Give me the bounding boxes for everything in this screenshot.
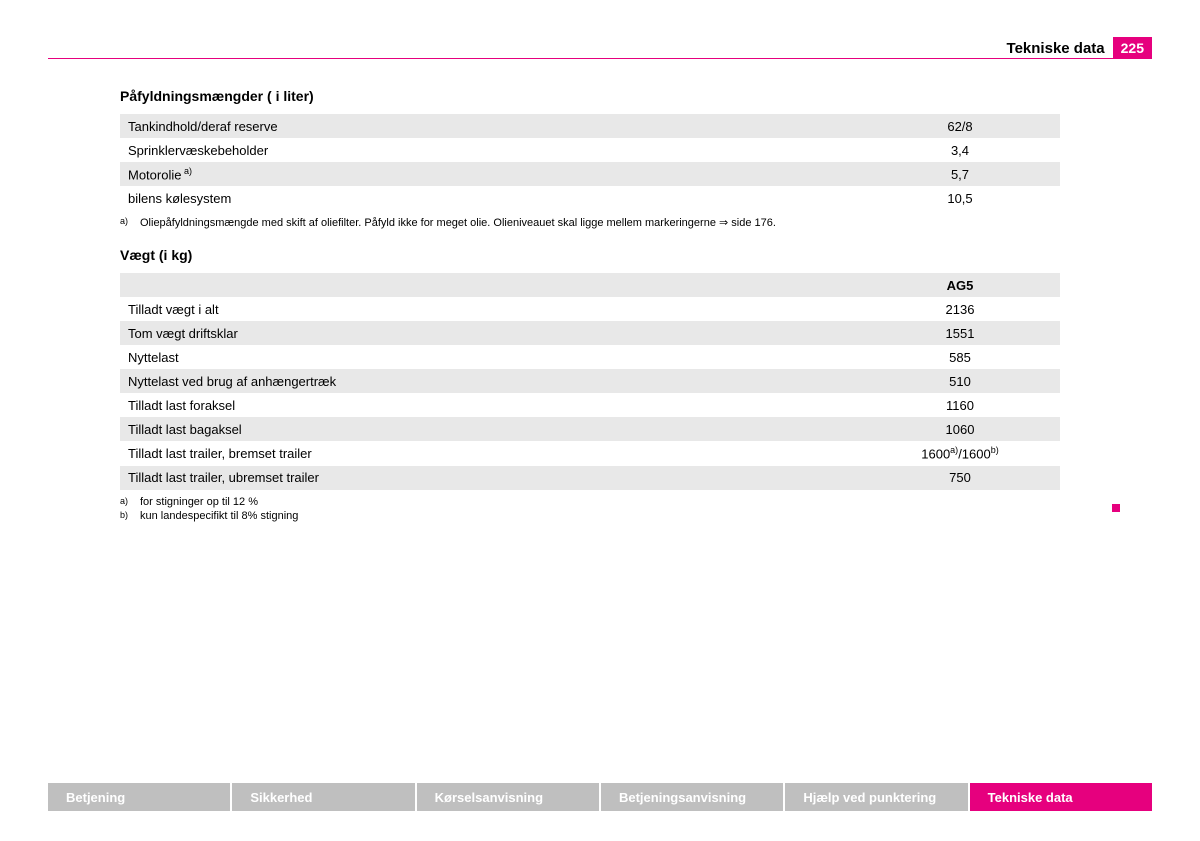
footnote-text: for stigninger op til 12 % bbox=[140, 496, 1060, 508]
footer-tab-kørselsanvisning[interactable]: Kørselsanvisning bbox=[417, 783, 599, 811]
table-row: Sprinklervæskebeholder3,4 bbox=[120, 138, 1060, 162]
table-row: Tilladt last trailer, ubremset trailer75… bbox=[120, 466, 1060, 490]
footnote: a)for stigninger op til 12 % bbox=[120, 496, 1060, 508]
footnote-ref: a) bbox=[950, 445, 958, 455]
footer-tab-betjeningsanvisning[interactable]: Betjeningsanvisning bbox=[601, 783, 783, 811]
table-row: Nyttelast ved brug af anhængertræk510 bbox=[120, 369, 1060, 393]
footnote-ref: b) bbox=[991, 445, 999, 455]
row-label: bilens kølesystem bbox=[120, 186, 860, 210]
footnote-text: Oliepåfyldningsmængde med skift af olief… bbox=[140, 216, 1060, 229]
row-value: 510 bbox=[860, 369, 1060, 393]
row-value: 1160 bbox=[860, 393, 1060, 417]
footer-tab-hjælp-ved-punktering[interactable]: Hjælp ved punktering bbox=[785, 783, 967, 811]
header-rule bbox=[48, 58, 1152, 59]
footnote-marker: a) bbox=[120, 216, 140, 226]
weight-footnotes: a)for stigninger op til 12 %b)kun landes… bbox=[120, 496, 1060, 522]
footnote-marker: a) bbox=[120, 496, 140, 506]
weight-table: AG5Tilladt vægt i alt2136Tom vægt drifts… bbox=[120, 273, 1060, 489]
header-title: Tekniske data bbox=[1007, 40, 1105, 57]
row-value: 1600a)/1600b) bbox=[860, 441, 1060, 465]
fill-section-title: Påfyldningsmængder ( i liter) bbox=[120, 88, 1060, 104]
row-value: 585 bbox=[860, 345, 1060, 369]
row-label: Tankindhold/deraf reserve bbox=[120, 114, 860, 138]
table-row: Tilladt last bagaksel1060 bbox=[120, 417, 1060, 441]
table-row: Tilladt vægt i alt2136 bbox=[120, 297, 1060, 321]
row-value: 10,5 bbox=[860, 186, 1060, 210]
fill-table: Tankindhold/deraf reserve62/8Sprinklervæ… bbox=[120, 114, 1060, 210]
row-label: Tilladt last foraksel bbox=[120, 393, 860, 417]
row-value: 2136 bbox=[860, 297, 1060, 321]
weight-section-title: Vægt (i kg) bbox=[120, 247, 1060, 263]
fill-footnotes: a)Oliepåfyldningsmængde med skift af oli… bbox=[120, 216, 1060, 229]
row-label: Tilladt last trailer, bremset trailer bbox=[120, 441, 860, 465]
table-row: Tankindhold/deraf reserve62/8 bbox=[120, 114, 1060, 138]
row-label: Tom vægt driftsklar bbox=[120, 321, 860, 345]
table-row: Nyttelast585 bbox=[120, 345, 1060, 369]
footnote: b)kun landespecifikt til 8% stigning bbox=[120, 510, 1060, 522]
footer-tab-betjening[interactable]: Betjening bbox=[48, 783, 230, 811]
table-row: Tilladt last foraksel1160 bbox=[120, 393, 1060, 417]
row-label: Sprinklervæskebeholder bbox=[120, 138, 860, 162]
empty-header bbox=[120, 273, 860, 297]
page-header: Tekniske data 225 bbox=[48, 38, 1152, 58]
row-label: Nyttelast ved brug af anhængertræk bbox=[120, 369, 860, 393]
table-header-row: AG5 bbox=[120, 273, 1060, 297]
footnote: a)Oliepåfyldningsmængde med skift af oli… bbox=[120, 216, 1060, 229]
row-value: 62/8 bbox=[860, 114, 1060, 138]
footer-tab-sikkerhed[interactable]: Sikkerhed bbox=[232, 783, 414, 811]
table-row: Tom vægt driftsklar1551 bbox=[120, 321, 1060, 345]
section-marker-icon bbox=[1112, 504, 1120, 512]
row-label: Tilladt last trailer, ubremset trailer bbox=[120, 466, 860, 490]
column-header: AG5 bbox=[860, 273, 1060, 297]
row-value: 1060 bbox=[860, 417, 1060, 441]
row-value: 5,7 bbox=[860, 162, 1060, 186]
row-value: 3,4 bbox=[860, 138, 1060, 162]
row-value: 1551 bbox=[860, 321, 1060, 345]
table-row: Motorolie a)5,7 bbox=[120, 162, 1060, 186]
row-label: Nyttelast bbox=[120, 345, 860, 369]
footnote-marker: b) bbox=[120, 510, 140, 520]
row-label: Motorolie a) bbox=[120, 162, 860, 186]
page-content: Påfyldningsmængder ( i liter) Tankindhol… bbox=[120, 88, 1060, 540]
footnote-ref: a) bbox=[181, 166, 192, 176]
row-label: Tilladt vægt i alt bbox=[120, 297, 860, 321]
table-row: Tilladt last trailer, bremset trailer160… bbox=[120, 441, 1060, 465]
row-value: 750 bbox=[860, 466, 1060, 490]
row-label: Tilladt last bagaksel bbox=[120, 417, 860, 441]
footnote-text: kun landespecifikt til 8% stigning bbox=[140, 510, 1060, 522]
footer-tab-tekniske-data[interactable]: Tekniske data bbox=[970, 783, 1152, 811]
footer-tabs: BetjeningSikkerhedKørselsanvisningBetjen… bbox=[48, 783, 1152, 811]
table-row: bilens kølesystem10,5 bbox=[120, 186, 1060, 210]
page-number: 225 bbox=[1113, 37, 1152, 59]
